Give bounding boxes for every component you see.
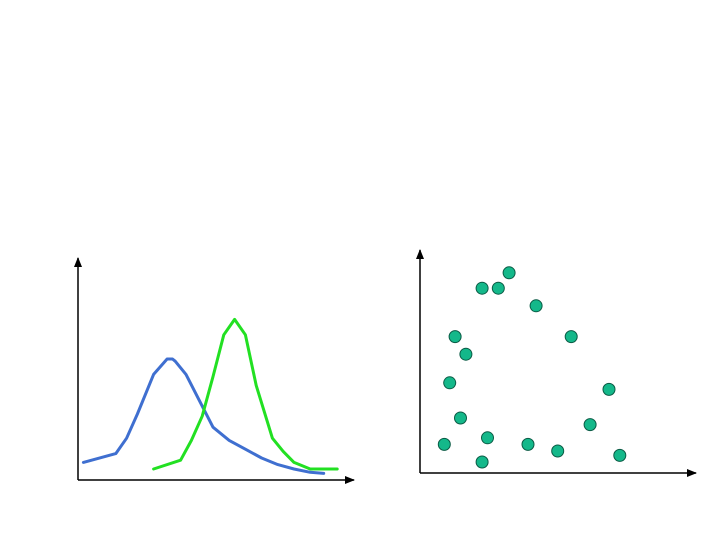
scatter-point-8 xyxy=(443,376,457,390)
scatter-point-14 xyxy=(551,444,565,458)
scatter-point-9 xyxy=(454,411,467,425)
scatter-point-7 xyxy=(564,330,578,344)
scatter-point-15 xyxy=(583,418,597,432)
scatter-point-5 xyxy=(448,330,462,344)
scatter-point-6 xyxy=(459,347,473,361)
scatter-point-16 xyxy=(475,455,489,469)
scatter-point-11 xyxy=(437,437,451,451)
line-chart xyxy=(74,257,355,484)
scatter-point-10 xyxy=(602,382,616,396)
scatter-chart xyxy=(416,249,697,477)
scatter-point-2 xyxy=(491,281,505,295)
series-line-1 xyxy=(81,357,326,475)
scatter-point-13 xyxy=(521,437,535,451)
series-line-2 xyxy=(152,317,339,471)
scatter-point-1 xyxy=(475,281,489,295)
scatter-point-3 xyxy=(502,266,516,280)
scatter-point-17 xyxy=(613,448,627,462)
scatter-point-12 xyxy=(481,431,494,445)
scatter-point-4 xyxy=(529,299,543,313)
